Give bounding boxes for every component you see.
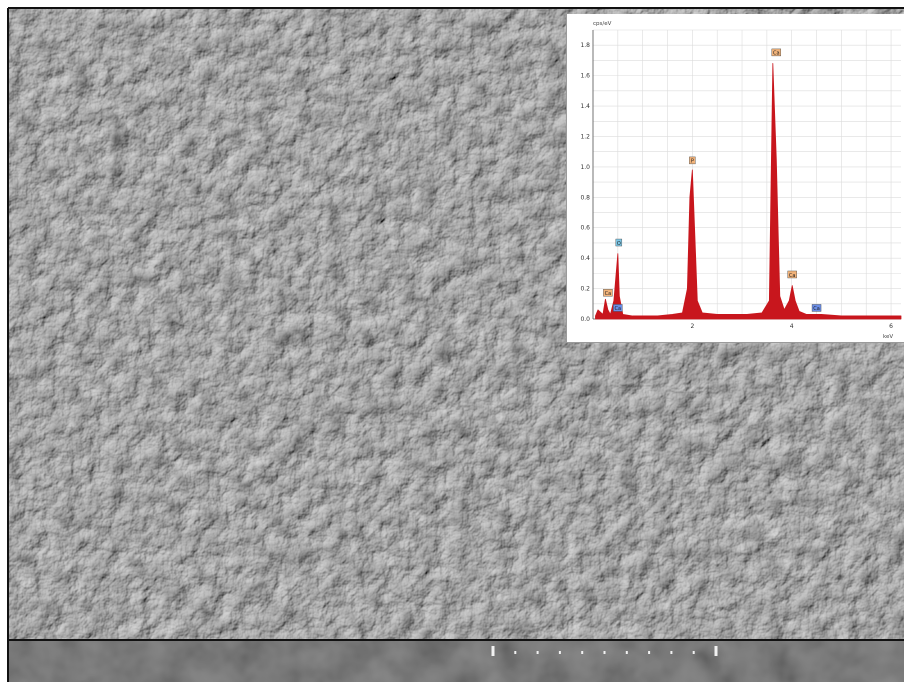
chart-grid bbox=[592, 29, 901, 320]
y-tick-label: 0.8 bbox=[580, 194, 590, 201]
spectrum-area bbox=[595, 63, 902, 320]
peak-label: Ca bbox=[771, 48, 782, 57]
spectrum-series bbox=[595, 63, 902, 320]
x-tick-label: 4 bbox=[790, 323, 794, 330]
y-tick-label: 0.6 bbox=[580, 225, 590, 232]
peak-label: Ca bbox=[787, 270, 797, 279]
eds-spectrum-chart: cps/eV keV 0.0 0.2 0.4 0.6 0.8 1.0 1.2 1.4 1.6 1.… bbox=[580, 21, 902, 340]
x-tick-label: 6 bbox=[889, 323, 893, 330]
scale-bar bbox=[491, 646, 718, 656]
scale-bar-tick bbox=[670, 651, 673, 654]
y-axis-unit: cps/eV bbox=[593, 21, 612, 27]
scale-bar-tick bbox=[625, 651, 628, 654]
peak-label-text: P bbox=[691, 159, 694, 165]
scale-bar-tick bbox=[603, 651, 606, 654]
chart-axes: cps/eV keV 0.0 0.2 0.4 0.6 0.8 1.0 1.2 1.4 1.6 1.… bbox=[580, 21, 901, 340]
scale-bar-tick bbox=[692, 651, 695, 654]
y-tick-label: 1.6 bbox=[580, 73, 590, 80]
peak-label-box bbox=[689, 156, 696, 165]
scale-bar-end bbox=[714, 646, 718, 656]
y-tick-label: 0.0 bbox=[580, 316, 590, 323]
peak-label: Ca bbox=[811, 304, 822, 312]
y-tick-label: 0.4 bbox=[580, 255, 590, 262]
peak-label-box bbox=[613, 304, 623, 312]
peak-label: P bbox=[689, 156, 696, 165]
y-tick-label: 0.2 bbox=[580, 286, 590, 293]
peak-label-text: Ca bbox=[605, 291, 612, 297]
x-axis-unit: keV bbox=[883, 334, 893, 340]
y-tick-label: 1.0 bbox=[580, 164, 590, 171]
peak-label-text: Ca bbox=[773, 51, 780, 57]
eds-spectrum-inset: cps/eV keV 0.0 0.2 0.4 0.6 0.8 1.0 1.2 1.4 1.6 1.… bbox=[566, 14, 904, 343]
peak-label: Ca bbox=[613, 304, 623, 312]
x-tick-label: 2 bbox=[690, 323, 694, 330]
peak-label-text: O bbox=[617, 241, 621, 247]
peak-label-text: Ca bbox=[615, 306, 622, 312]
scale-bar-tick bbox=[581, 651, 584, 654]
peak-label-box bbox=[603, 289, 613, 297]
peak-label-text: Ca bbox=[813, 306, 820, 312]
peak-label-box bbox=[615, 238, 623, 247]
scale-bar-tick bbox=[514, 651, 517, 654]
y-tick-label: 1.4 bbox=[580, 103, 590, 110]
scale-bar-tick bbox=[536, 651, 539, 654]
peak-labels: O Ca Ca P Ca Ca Ca bbox=[603, 48, 822, 312]
peak-label: Ca bbox=[603, 289, 613, 297]
peak-label-text: Ca bbox=[789, 273, 796, 279]
peak-label: O bbox=[615, 238, 623, 247]
scale-bar-end bbox=[491, 646, 495, 656]
y-tick-label: 1.8 bbox=[580, 42, 590, 49]
peak-label-box bbox=[811, 304, 822, 312]
peak-label-box bbox=[771, 48, 782, 57]
peak-label-box bbox=[787, 270, 797, 279]
y-tick-label: 1.2 bbox=[580, 133, 590, 140]
scale-bar-tick bbox=[648, 651, 651, 654]
scale-bar-tick bbox=[558, 651, 561, 654]
